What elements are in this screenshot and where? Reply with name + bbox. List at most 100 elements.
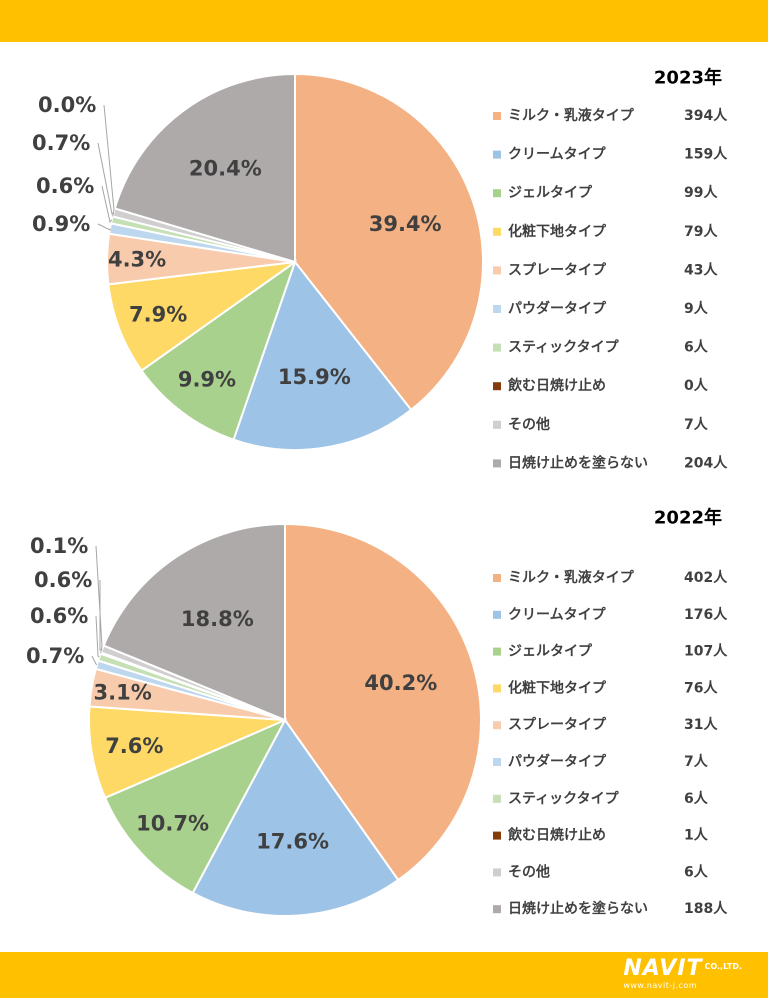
legend-label-2022-9: 日焼け止めを塗らない: [508, 900, 648, 917]
legend-label-2023-5: パウダータイプ: [508, 300, 607, 317]
pie-slice-2023-1: [232, 259, 413, 451]
legend-swatch-2022-6: [493, 794, 501, 803]
percent-label-2023-0: 39.4%: [369, 212, 442, 236]
legend-value-2023-3: 79人: [684, 223, 718, 240]
legend-label-2022-8: その他: [508, 863, 550, 880]
percent-label-2022-0: 40.2%: [364, 671, 437, 695]
pie-slice-2022-2: [103, 717, 288, 895]
chart-title-2023: 2023年: [654, 67, 722, 89]
percent-label-2023-8: 0.7%: [32, 131, 90, 155]
logo-suffix: CO.,LTD.: [704, 962, 742, 971]
legend-label-2022-7: 飲む日焼け止め: [507, 827, 606, 844]
legend-label-2022-5: パウダータイプ: [508, 753, 607, 770]
legend-label-2023-1: クリームタイプ: [508, 147, 607, 163]
legend-label-2023-9: 日焼け止めを塗らない: [508, 454, 648, 471]
bottom-band: [0, 952, 768, 998]
legend-item-2022-4: スプレータイプ 31人: [493, 716, 718, 733]
legend-value-2023-9: 204人: [684, 454, 728, 471]
percent-label-2022-3: 7.6%: [105, 734, 163, 758]
legend-swatch-2022-9: [493, 905, 501, 914]
percent-labels-2022: 40.2% 17.6% 10.7% 7.6% 3.1% 18.8% 0.7% 0.6% 0.6%…: [26, 534, 437, 853]
logo-text: NAVIT: [623, 956, 703, 981]
legend-value-2023-6: 6人: [684, 339, 709, 356]
percent-label-2023-1: 15.9%: [278, 365, 351, 389]
legend-item-2023-2: ジェルタイプ 99人: [493, 184, 718, 201]
leader-line-2023-6: [101, 185, 113, 224]
legend-value-2022-2: 107人: [684, 643, 728, 660]
pie-chart-2023: 39.4% 15.9% 9.9% 7.9% 4.3% 20.4% 0.9% 0.6% 0.7% 0…: [32, 67, 728, 472]
pie-slice-2022-1: [191, 718, 400, 917]
legend-label-2023-3: 化粧下地タイプ: [508, 223, 607, 240]
legend-label-2023-4: スプレータイプ: [508, 262, 607, 278]
pie-slices-2022: [88, 522, 482, 917]
navit-logo: NAVIT CO.,LTD. www.navit-j.com: [623, 956, 742, 991]
percent-label-2022-8: 0.6%: [34, 568, 92, 592]
percent-label-2022-2: 10.7%: [136, 812, 209, 836]
legend-value-2022-7: 1人: [684, 827, 709, 844]
legend-value-2022-3: 76人: [684, 679, 718, 696]
pie-slice-2023-2: [140, 259, 297, 441]
legend-label-2023-8: その他: [508, 416, 550, 433]
top-band: [0, 0, 768, 42]
legend-value-2022-9: 188人: [684, 900, 728, 917]
legend-swatch-2022-2: [493, 647, 501, 656]
legend-label-2022-6: スティックタイプ: [508, 791, 620, 807]
legend-item-2023-6: スティックタイプ 6人: [493, 339, 709, 356]
legend-swatch-2023-9: [493, 459, 501, 468]
chart-title-2022: 2022年: [654, 507, 722, 529]
legend-label-2023-6: スティックタイプ: [508, 340, 620, 356]
legend-label-2023-0: ミルク・乳液タイプ: [508, 107, 635, 124]
logo-url: www.navit-j.com: [623, 981, 698, 990]
legend-label-2023-2: ジェルタイプ: [508, 185, 593, 201]
leader-line-2023-5: [97, 223, 111, 231]
legend-swatch-2023-8: [493, 420, 501, 429]
legend-label-2023-7: 飲む日焼け止め: [507, 377, 606, 394]
legend-item-2022-9: 日焼け止めを塗らない 188人: [493, 900, 728, 917]
pie-slices-2023: [106, 72, 484, 451]
legend-item-2022-7: 飲む日焼け止め 1人: [493, 827, 709, 844]
leader-line-2023-7: [103, 104, 115, 217]
legend-value-2022-0: 402人: [684, 569, 728, 586]
percent-label-2023-6: 0.6%: [36, 174, 94, 198]
legend-label-2022-1: クリームタイプ: [508, 607, 607, 623]
legend-value-2023-1: 159人: [684, 146, 728, 163]
legend-value-2022-1: 176人: [684, 606, 728, 623]
percent-label-2023-3: 7.9%: [129, 303, 187, 327]
legend-value-2023-8: 7人: [684, 416, 709, 433]
legend-value-2022-5: 7人: [684, 753, 709, 770]
leader-line-2022-5: [91, 655, 98, 666]
legend-item-2022-6: スティックタイプ 6人: [493, 790, 709, 807]
legend-label-2022-0: ミルク・乳液タイプ: [508, 569, 635, 586]
pie-slice-2022-0: [284, 522, 482, 882]
percent-label-2023-2: 9.9%: [178, 367, 236, 391]
pie-slice-2023-3: [107, 261, 296, 372]
pie-slice-2023-9: [113, 72, 296, 264]
legend-item-2022-5: パウダータイプ 7人: [493, 753, 709, 770]
percent-label-2023-4: 4.3%: [108, 248, 166, 272]
legend-value-2023-2: 99人: [684, 184, 718, 201]
percent-label-2023-5: 0.9%: [32, 212, 90, 236]
legend-item-2022-8: その他 6人: [493, 863, 709, 880]
legend-swatch-2023-2: [493, 189, 501, 198]
legend-value-2023-0: 394人: [684, 107, 728, 124]
legend-value-2022-8: 6人: [684, 863, 709, 880]
legend-item-2022-0: ミルク・乳液タイプ 402人: [493, 569, 728, 586]
legend-swatch-2022-1: [493, 610, 501, 619]
legend-item-2023-7: 飲む日焼け止め 0人: [493, 377, 709, 394]
leader-line-2022-6: [95, 615, 100, 658]
legend-swatch-2022-3: [493, 684, 501, 693]
legend-item-2022-3: 化粧下地タイプ 76人: [493, 679, 718, 696]
legend-label-2022-4: スプレータイプ: [508, 717, 607, 733]
percent-label-2022-7: 0.1%: [30, 534, 88, 558]
percent-label-2022-9: 18.8%: [181, 607, 254, 631]
percent-label-2022-6: 0.6%: [30, 604, 88, 628]
pie-slice-2022-3: [88, 705, 286, 800]
legend-value-2022-6: 6人: [684, 790, 709, 807]
percent-label-2022-5: 0.7%: [26, 644, 84, 668]
legend-item-2022-1: クリームタイプ 176人: [493, 606, 728, 623]
legend-swatch-2022-8: [493, 868, 501, 877]
legend-item-2023-1: クリームタイプ 159人: [493, 146, 728, 163]
leader-line-2022-7: [95, 545, 103, 654]
